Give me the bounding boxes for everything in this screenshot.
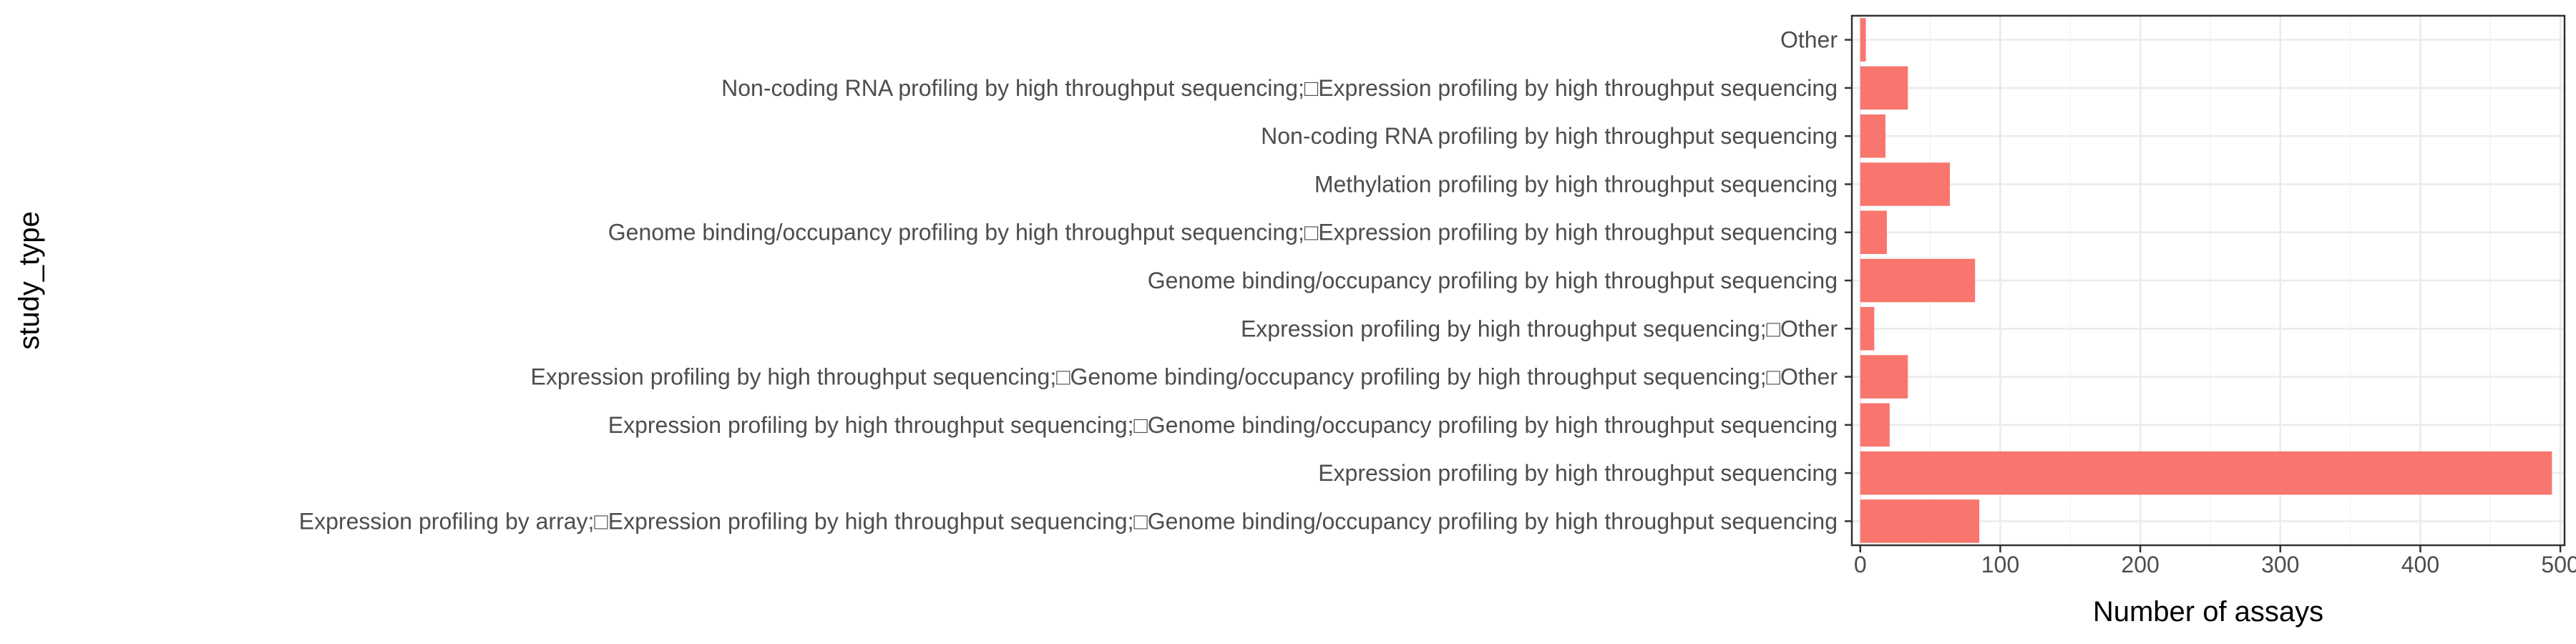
bar [1860, 451, 2552, 495]
y-tick-label: Other [1780, 27, 1838, 53]
x-tick-label: 0 [1854, 552, 1867, 577]
bar [1860, 307, 1875, 351]
x-tick-label: 100 [1981, 552, 2019, 577]
bar [1860, 18, 1866, 62]
y-tick-label: Methylation profiling by high throughput… [1314, 171, 1838, 197]
bar [1860, 355, 1908, 399]
y-tick-label: Expression profiling by high throughput … [608, 412, 1838, 438]
x-tick-label: 500 [2541, 552, 2576, 577]
bars [1860, 18, 2552, 543]
bar [1860, 66, 1908, 110]
bar [1860, 114, 1885, 158]
x-axis: 0 100 200 300 400 500 [1854, 545, 2576, 577]
y-axis-title: study_type [14, 211, 45, 349]
bar [1860, 499, 1980, 543]
y-tick-label: Genome binding/occupancy profiling by hi… [1148, 268, 1838, 293]
x-tick-label: 200 [2121, 552, 2159, 577]
bar [1860, 258, 1976, 303]
bar [1860, 403, 1890, 447]
y-tick-label: Expression profiling by high throughput … [531, 364, 1838, 390]
bar [1860, 162, 1950, 206]
y-tick-label: Non-coding RNA profiling by high through… [1261, 123, 1838, 149]
y-tick-label: Expression profiling by high throughput … [1241, 316, 1838, 341]
bar [1860, 210, 1887, 254]
y-tick-label: Expression profiling by array;□Expressio… [299, 508, 1838, 534]
y-tick-label: Non-coding RNA profiling by high through… [721, 75, 1838, 101]
x-tick-label: 300 [2261, 552, 2299, 577]
y-tick-label: Expression profiling by high throughput … [1318, 460, 1838, 486]
x-axis-title: Number of assays [2093, 596, 2323, 628]
y-axis: Expression profiling by array;□Expressio… [299, 27, 1852, 534]
y-tick-label: Genome binding/occupancy profiling by hi… [608, 220, 1838, 245]
x-tick-label: 400 [2401, 552, 2439, 577]
